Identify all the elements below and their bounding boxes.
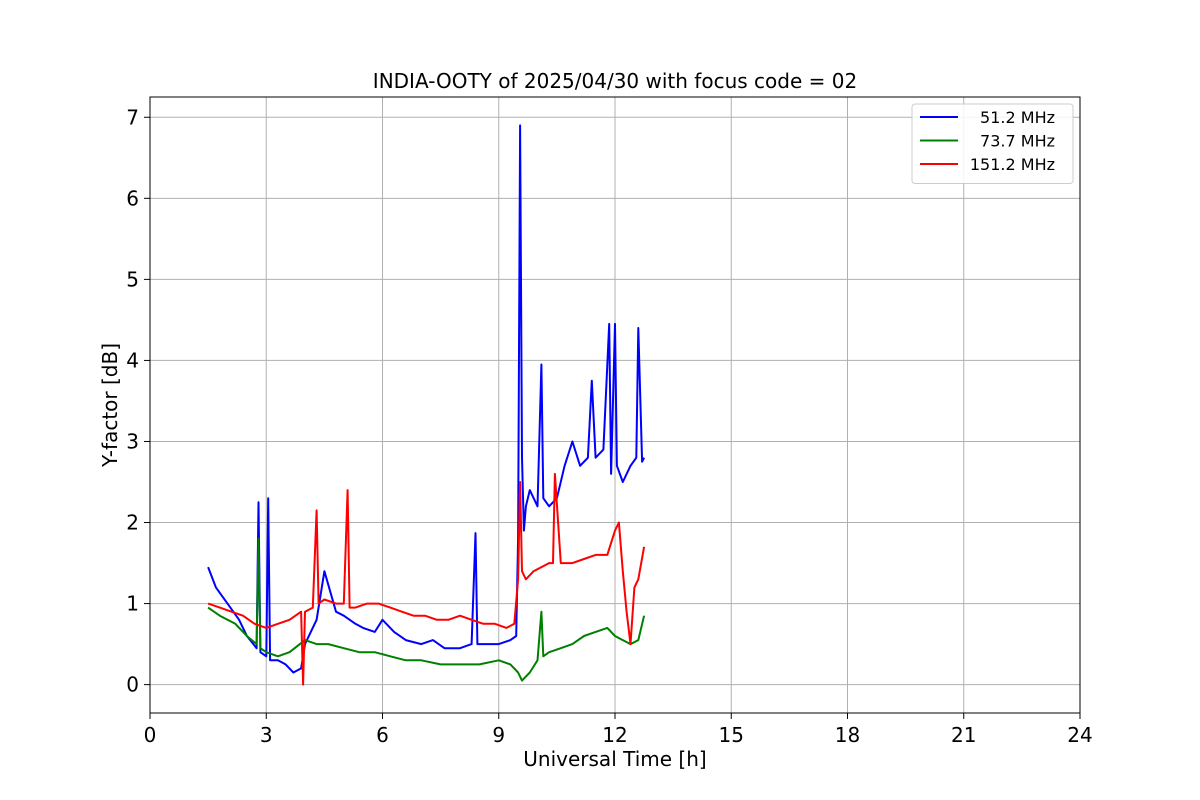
series-layer — [207, 124, 646, 686]
x-tick-label: 24 — [1067, 723, 1092, 747]
x-tick-label: 21 — [951, 723, 976, 747]
series-line-73-7-mhz — [207, 537, 646, 682]
x-tick-label: 3 — [260, 723, 273, 747]
series-line-51-2-mhz — [207, 124, 645, 674]
y-axis-label: Y-factor [dB] — [98, 343, 122, 468]
y-tick-label: 5 — [126, 267, 139, 291]
y-tick-label: 7 — [126, 105, 139, 129]
legend-label: 151.2 MHz — [970, 155, 1055, 174]
legend-label: 51.2 MHz — [980, 108, 1055, 127]
chart-title: INDIA-OOTY of 2025/04/30 with focus code… — [373, 69, 857, 93]
legend-label: 73.7 MHz — [980, 132, 1055, 151]
x-tick-label: 0 — [144, 723, 157, 747]
x-tick-label: 9 — [492, 723, 505, 747]
y-tick-label: 4 — [126, 348, 139, 372]
legend: 51.2 MHz 73.7 MHz 151.2 MHz — [911, 103, 1074, 184]
y-tick-label: 0 — [126, 673, 139, 697]
x-tick-label: 15 — [719, 723, 744, 747]
x-tick-label: 12 — [602, 723, 627, 747]
x-tick-label: 6 — [376, 723, 389, 747]
y-tick-label: 6 — [126, 186, 139, 210]
y-tick-label: 2 — [126, 511, 139, 535]
y-tick-label: 1 — [126, 592, 139, 616]
x-tick-label: 18 — [835, 723, 860, 747]
y-tick-label: 3 — [126, 429, 139, 453]
x-axis-label: Universal Time [h] — [523, 747, 706, 771]
x-axis: 0 3 6 9 12 15 18 21 24 — [144, 713, 1093, 747]
y-axis: 0 1 2 3 4 5 6 7 — [126, 105, 150, 697]
series-line-151-2-mhz — [207, 472, 646, 686]
